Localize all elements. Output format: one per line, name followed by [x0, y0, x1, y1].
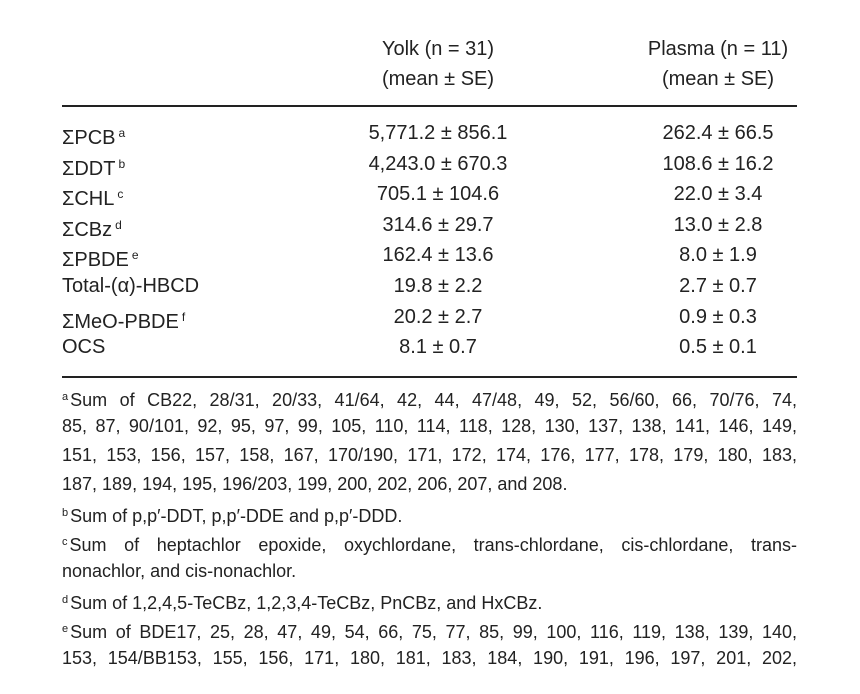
- value-cell: 8.1 ± 0.7: [399, 336, 477, 359]
- row-label: OCS: [62, 332, 105, 362]
- value-cell: 705.1 ± 104.6: [376, 183, 500, 206]
- footnote-marker: d: [62, 594, 69, 606]
- note-marker: f: [181, 309, 186, 324]
- row-label: ΣCHL c: [62, 179, 123, 214]
- footnote-line: d Sum of 1,2,4,5-TeCBz, 1,2,3,4-TeCBz, Pn…: [62, 586, 797, 618]
- footnote-text: 187, 189, 194, 195, 196/203, 199, 200, 2…: [62, 474, 568, 494]
- column-title: Plasma (n = 11): [647, 38, 789, 60]
- footnote-marker: c: [62, 536, 68, 548]
- column-subtitle: (mean ± SE): [661, 68, 775, 90]
- label-text: ΣPCB: [62, 127, 116, 149]
- footnote-line: nonachlor, and cis-nonachlor.: [62, 557, 797, 586]
- note-marker: b: [118, 156, 126, 171]
- row-label: ΣPBDE e: [62, 240, 139, 275]
- value-cell: 108.6 ± 16.2: [662, 152, 774, 175]
- note-marker: c: [117, 187, 124, 202]
- footnote-marker: b: [62, 507, 69, 519]
- value-cell: 5,771.2 ± 856.1: [368, 122, 508, 144]
- footnote-line: 85, 87, 90/101, 92, 95, 97, 99, 105, 110…: [62, 412, 797, 441]
- value-cell: 314.6 ± 29.7: [382, 213, 494, 236]
- row-label: ΣDDT b: [62, 149, 125, 184]
- row-label: ΣCBz d: [62, 210, 122, 245]
- row-label: Total-(α)-HBCD: [62, 271, 199, 301]
- value-cell: 2.7 ± 0.7: [679, 275, 757, 297]
- value-cell: 13.0 ± 2.8: [673, 213, 763, 236]
- bottom-rule: [62, 376, 797, 378]
- label-text: Total-(α)-HBCD: [62, 275, 200, 297]
- note-marker: a: [118, 126, 126, 140]
- footnote-text: 153, 154/BB153, 155, 156, 171, 180, 181,…: [62, 648, 797, 668]
- footnote-line: 187, 189, 194, 195, 196/203, 199, 200, 2…: [62, 470, 797, 499]
- value-cell: 0.9 ± 0.3: [679, 305, 757, 328]
- label-text: ΣMeO-PBDE: [62, 310, 179, 333]
- value-cell: 8.0 ± 1.9: [679, 244, 757, 267]
- label-text: ΣDDT: [62, 157, 116, 180]
- footnote-line: 153, 154/BB153, 155, 156, 171, 180, 181,…: [62, 644, 797, 673]
- footnote-text: 151, 153, 156, 157, 158, 167, 170/190, 1…: [62, 445, 797, 465]
- footnote-text: nonachlor, and cis-nonachlor.: [62, 561, 297, 581]
- footnote-text: 85, 87, 90/101, 92, 95, 97, 99, 105, 110…: [62, 416, 797, 436]
- footnote-marker: e: [62, 623, 69, 635]
- footnote-marker: a: [62, 391, 69, 403]
- note-marker: e: [131, 248, 139, 263]
- column-subtitle: (mean ± SE): [381, 68, 495, 90]
- footnote-line: 151, 153, 156, 157, 158, 167, 170/190, 1…: [62, 441, 797, 470]
- column-title: Yolk (n = 31): [381, 38, 495, 60]
- footnote-line: b Sum of p,p′-DDT, p,p′-DDE and p,p′-DDD.: [62, 499, 797, 531]
- footnote-line: a Sum of CB22, 28/31, 20/33, 41/64, 42, 4…: [62, 383, 797, 415]
- value-cell: 20.2 ± 2.7: [393, 305, 483, 328]
- row-label: ΣPCB a: [62, 118, 125, 153]
- footnote-text: Sum of CB22, 28/31, 20/33, 41/64, 42, 44…: [70, 390, 797, 410]
- note-marker: d: [115, 217, 122, 232]
- value-cell: 4,243.0 ± 670.3: [368, 152, 508, 175]
- label-text: ΣCBz: [62, 218, 113, 241]
- footnote-text: Sum of BDE17, 25, 28, 47, 49, 54, 66, 75…: [70, 622, 797, 642]
- value-cell: 22.0 ± 3.4: [673, 183, 763, 206]
- value-cell: 162.4 ± 13.6: [382, 244, 494, 267]
- label-text: ΣCHL: [62, 188, 115, 211]
- row-label: ΣMeO-PBDE f: [62, 302, 185, 337]
- footnote-line: c Sum of heptachlor epoxide, oxychlordane…: [62, 528, 797, 560]
- footnote-text: Sum of heptachlor epoxide, oxychlordane,…: [69, 535, 798, 555]
- label-text: ΣPBDE: [62, 249, 129, 272]
- value-cell: 262.4 ± 66.5: [662, 122, 774, 144]
- footnote-line: e Sum of BDE17, 25, 28, 47, 49, 54, 66, 7…: [62, 615, 797, 647]
- header-rule: [62, 105, 797, 107]
- value-cell: 19.8 ± 2.2: [393, 275, 483, 297]
- footnote-text: Sum of 1,2,4,5-TeCBz, 1,2,3,4-TeCBz, PnC…: [70, 593, 543, 613]
- footnote-text: Sum of p,p′-DDT, p,p′-DDE and p,p′-DDD.: [70, 506, 403, 526]
- label-text: OCS: [62, 336, 106, 359]
- value-cell: 0.5 ± 0.1: [679, 336, 757, 359]
